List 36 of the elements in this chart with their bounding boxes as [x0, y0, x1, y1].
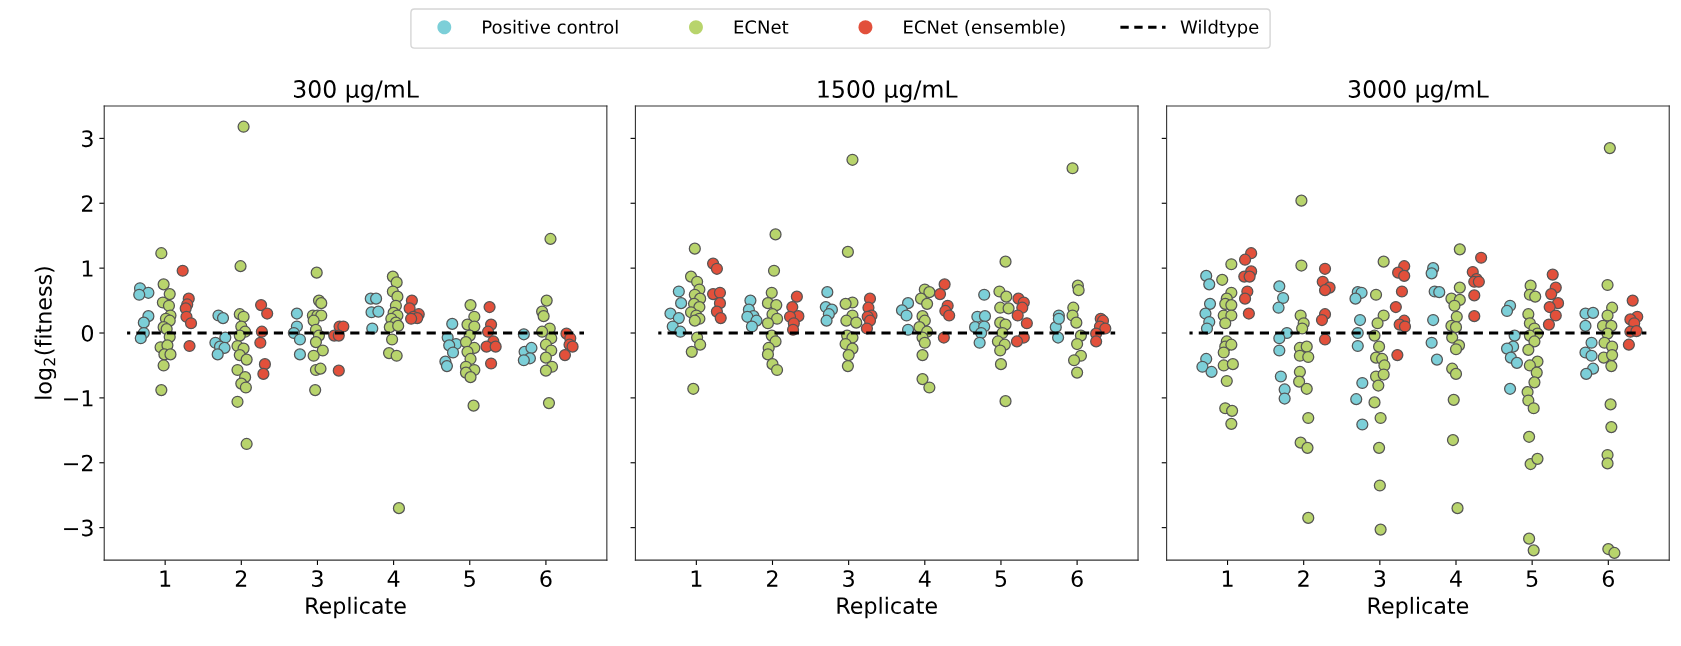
chart-title: 1500 μg/mL — [818, 80, 958, 103]
x-tick-label: 3 — [843, 570, 854, 588]
y-axis-title: log$_{2}$(fitness) — [34, 267, 57, 399]
x-tick-label: 3 — [312, 570, 323, 588]
y-tick-label: 3 — [82, 130, 93, 148]
legend-label: Positive control — [483, 19, 618, 34]
x-tick-label: 4 — [1450, 570, 1462, 587]
y-tick-label: −3 — [64, 519, 93, 537]
x-tick-label: 5 — [1526, 570, 1538, 588]
x-axis-title: Replicate — [1368, 596, 1469, 619]
x-tick-label: 5 — [995, 570, 1007, 588]
x-tick-label: 6 — [540, 570, 552, 588]
x-tick-label: 1 — [691, 570, 702, 587]
y-tick-label: 0 — [81, 324, 94, 342]
y-tick-label: −2 — [64, 454, 93, 472]
y-tick-label: −1 — [64, 390, 93, 407]
legend-label: Wildtype — [1180, 19, 1259, 38]
x-axis-title: Replicate — [306, 596, 406, 619]
x-tick-label: 6 — [1071, 570, 1083, 588]
x-tick-label: 1 — [1222, 570, 1233, 587]
x-tick-label: 5 — [464, 570, 475, 588]
x-tick-label: 4 — [918, 570, 931, 587]
x-axis-title: Replicate — [837, 596, 937, 619]
x-tick-label: 4 — [387, 570, 400, 587]
y-tick-label: 1 — [82, 260, 93, 277]
legend-label: ECNet (ensemble) — [904, 19, 1065, 36]
x-tick-label: 1 — [160, 570, 171, 587]
x-tick-label: 2 — [1298, 570, 1309, 587]
x-tick-label: 3 — [1374, 570, 1386, 588]
x-tick-label: 2 — [235, 570, 247, 587]
y-tick-label: 2 — [81, 195, 93, 212]
x-tick-label: 6 — [1602, 570, 1614, 588]
legend-label: ECNet — [734, 20, 789, 34]
chart-title: 300 μg/mL — [293, 80, 419, 103]
chart-title: 3000 μg/mL — [1348, 80, 1489, 103]
x-tick-label: 2 — [767, 570, 778, 587]
